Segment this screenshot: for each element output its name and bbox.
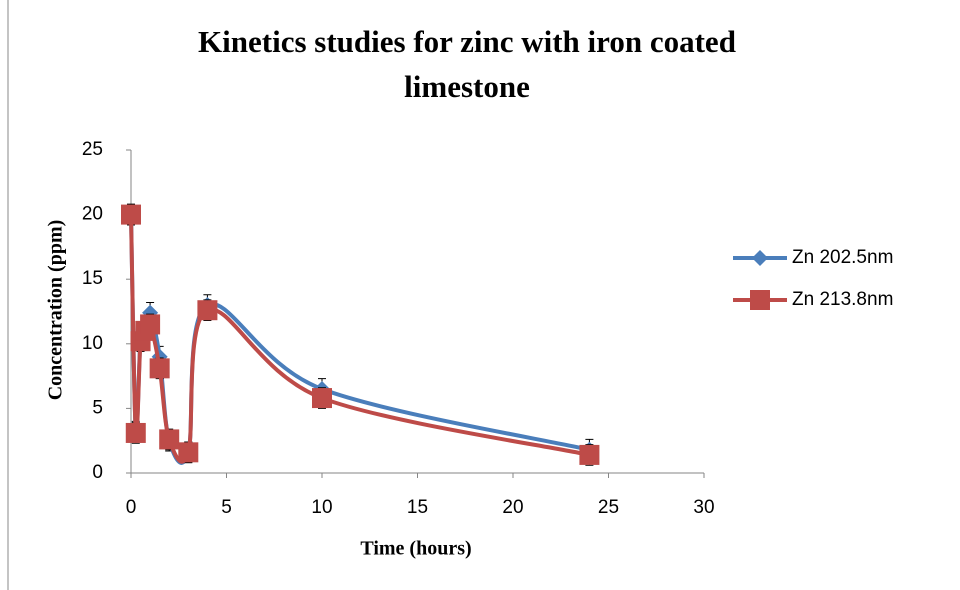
chart-title-line1: Kinetics studies for zinc with iron coat… bbox=[198, 24, 736, 59]
y-tick-label: 5 bbox=[92, 397, 103, 418]
x-tick-label: 25 bbox=[598, 497, 619, 518]
x-tick-label: 15 bbox=[407, 497, 428, 518]
square-marker bbox=[149, 358, 170, 379]
x-tick-label: 0 bbox=[126, 497, 137, 518]
square-marker bbox=[140, 314, 161, 335]
y-tick-label: 20 bbox=[82, 204, 103, 225]
square-marker bbox=[579, 444, 600, 465]
x-tick-label: 30 bbox=[693, 497, 714, 518]
diamond-marker bbox=[752, 250, 768, 266]
square-marker bbox=[312, 388, 332, 409]
square-marker bbox=[750, 290, 770, 310]
y-tick-label: 10 bbox=[82, 333, 103, 354]
series-line bbox=[129, 214, 590, 464]
x-tick-label: 5 bbox=[221, 497, 232, 518]
y-tick-label: 0 bbox=[92, 462, 103, 483]
x-axis-label: Time (hours) bbox=[360, 538, 471, 560]
series-line bbox=[129, 214, 590, 465]
y-axis-label: Concentration (ppm) bbox=[45, 220, 67, 401]
square-marker bbox=[159, 429, 180, 450]
square-marker bbox=[125, 422, 146, 443]
square-marker bbox=[178, 442, 199, 463]
x-tick-label: 20 bbox=[502, 497, 523, 518]
square-marker bbox=[197, 300, 218, 321]
chart-title-line2: limestone bbox=[404, 69, 530, 104]
y-tick-label: 15 bbox=[82, 268, 103, 289]
legend-label: Zn 202.5nm bbox=[792, 247, 893, 268]
x-tick-label: 10 bbox=[311, 497, 332, 518]
square-marker bbox=[121, 204, 141, 225]
legend-label: Zn 213.8nm bbox=[792, 289, 893, 310]
y-tick-label: 25 bbox=[82, 139, 103, 160]
